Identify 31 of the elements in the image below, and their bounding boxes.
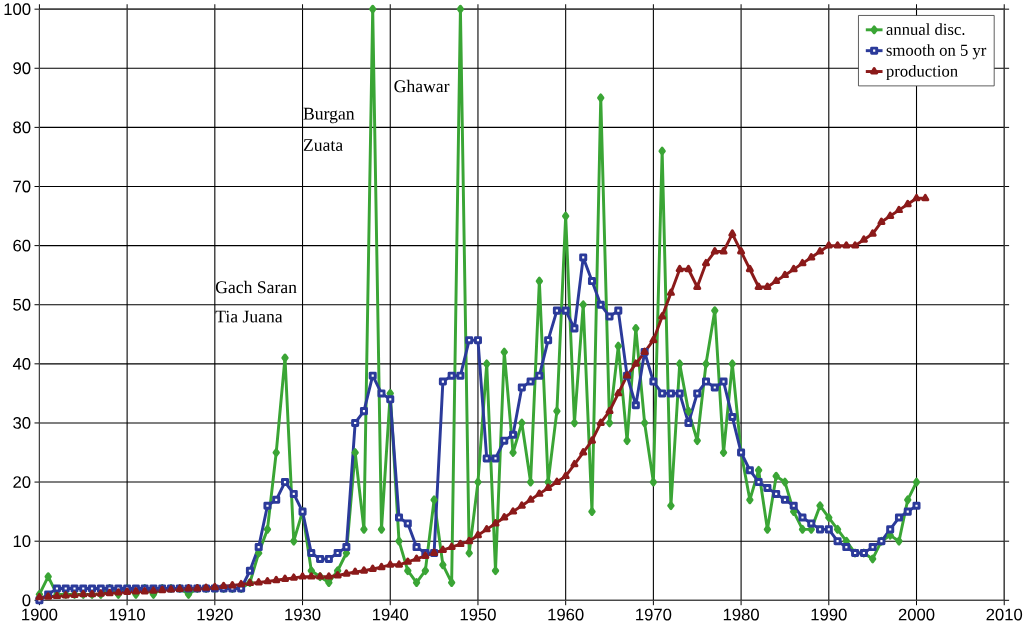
x-tick-label: 1950 bbox=[460, 608, 496, 621]
x-tick-label: 2010 bbox=[986, 608, 1023, 621]
x-tick-label: 1910 bbox=[109, 608, 145, 621]
y-tick-label: 30 bbox=[13, 417, 31, 429]
y-tick-label: 10 bbox=[13, 535, 31, 548]
y-tick-label: 60 bbox=[13, 239, 31, 252]
legend-label: production bbox=[886, 65, 958, 81]
x-tick-label: 1900 bbox=[22, 608, 58, 621]
y-tick-label: 20 bbox=[13, 476, 31, 489]
annotation: Tia Juana bbox=[215, 310, 283, 323]
x-tick-label: 1920 bbox=[197, 608, 233, 621]
x-tick-label: 1990 bbox=[811, 608, 847, 621]
x-tick-label: 1970 bbox=[636, 608, 672, 621]
y-tick-label: 70 bbox=[13, 180, 31, 193]
x-tick-label: 1980 bbox=[723, 608, 759, 621]
y-tick-label: 50 bbox=[13, 298, 31, 311]
x-tick-label: 1940 bbox=[373, 608, 409, 621]
y-tick-label: 90 bbox=[13, 62, 31, 75]
x-tick-label: 2000 bbox=[898, 608, 935, 621]
y-tick-label: 0 bbox=[22, 594, 31, 607]
x-tick-label: 1930 bbox=[285, 608, 321, 621]
legend-label: smooth on 5 yr bbox=[886, 44, 987, 60]
annotation: Ghawar bbox=[394, 79, 450, 93]
annotation: Burgan bbox=[303, 108, 355, 124]
y-tick-label: 40 bbox=[12, 358, 31, 370]
annotation: Gach Saran bbox=[215, 280, 297, 294]
legend-label: annual disc. bbox=[886, 23, 965, 36]
y-tick-label: 100 bbox=[4, 3, 31, 16]
annotation: Zuata bbox=[303, 139, 343, 152]
y-tick-label: 80 bbox=[13, 121, 31, 134]
x-tick-label: 1960 bbox=[548, 608, 584, 621]
